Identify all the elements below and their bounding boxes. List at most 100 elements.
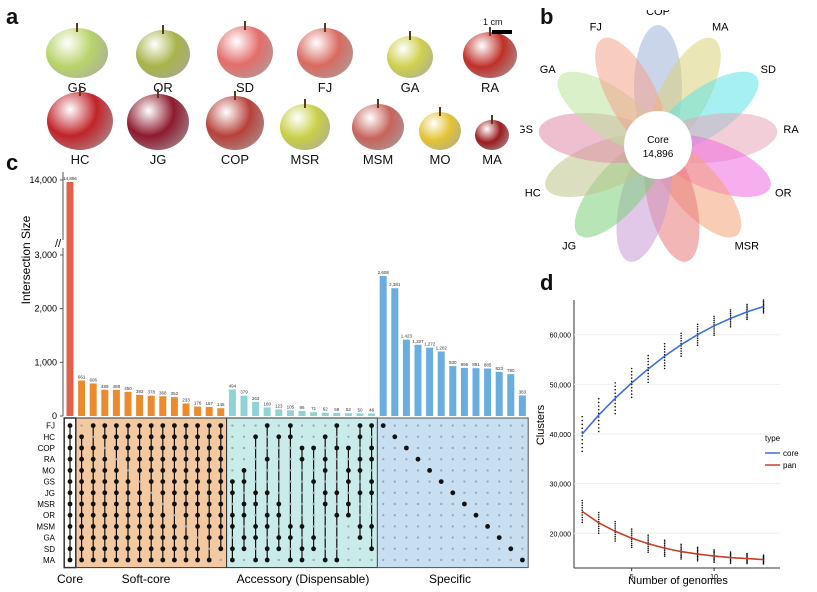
scale-bar <box>492 30 512 34</box>
matrix-dot-filled <box>346 479 351 484</box>
sample-point <box>729 322 732 324</box>
bar-value-label: 352 <box>171 391 179 396</box>
matrix-dot-empty <box>312 514 315 517</box>
sample-point <box>696 548 699 550</box>
sample-point <box>713 550 715 553</box>
matrix-dot-empty <box>509 480 512 483</box>
matrix-dot-empty <box>382 435 385 438</box>
matrix-dot-empty <box>428 502 431 506</box>
matrix-dot-empty <box>416 558 420 562</box>
apple-photo-mo <box>419 112 461 150</box>
matrix-dot-empty <box>474 491 478 494</box>
apple-label-sd: SD <box>235 80 255 95</box>
sample-point <box>762 302 765 304</box>
matrix-dot-filled <box>380 423 386 428</box>
matrix-dot-empty <box>312 491 315 494</box>
matrix-dot-filled <box>334 423 340 428</box>
matrix-dot-empty <box>509 536 512 539</box>
sample-point <box>581 446 584 449</box>
matrix-dot-filled <box>114 546 119 552</box>
matrix-dot-filled <box>67 468 73 473</box>
matrix-dot-empty <box>277 558 280 562</box>
matrix-dot-filled <box>264 512 270 518</box>
matrix-dot-filled <box>114 557 119 563</box>
sample-point <box>581 450 584 453</box>
matrix-dot-empty <box>416 502 420 506</box>
matrix-dot-empty <box>498 547 501 550</box>
matrix-dot-empty <box>521 502 524 506</box>
matrix-dot-filled <box>346 512 351 518</box>
sample-point <box>614 402 616 405</box>
matrix-dot-filled <box>206 524 212 529</box>
bar-a5 <box>275 409 283 416</box>
fit-line-core <box>581 305 764 435</box>
sample-point <box>614 535 616 538</box>
sample-point <box>680 556 682 559</box>
matrix-dot-filled <box>218 490 224 496</box>
matrix-dot-filled <box>218 524 224 529</box>
bar-a1 <box>228 389 236 416</box>
matrix-dot-filled <box>520 557 525 563</box>
bar-a8 <box>310 412 318 416</box>
bar-ma <box>518 395 526 416</box>
matrix-dot-filled <box>125 479 131 484</box>
matrix-dot-empty <box>440 547 443 550</box>
matrix-dot-empty <box>521 525 524 528</box>
bar-value-label: 176 <box>194 401 202 406</box>
matrix-dot-filled <box>253 557 258 563</box>
sample-point <box>663 351 666 353</box>
matrix-dot-filled <box>67 524 73 529</box>
matrix-dot-empty <box>463 480 466 483</box>
matrix-dot-empty <box>300 536 304 539</box>
sample-point <box>647 545 649 548</box>
matrix-dot-filled <box>90 445 96 451</box>
matrix-dot-filled <box>160 423 166 428</box>
matrix-dot-filled <box>79 479 84 484</box>
matrix-dot-empty <box>440 502 443 506</box>
matrix-dot-filled <box>218 434 224 440</box>
matrix-dot-empty <box>405 525 408 528</box>
sample-point <box>729 558 732 561</box>
sample-point <box>713 332 715 334</box>
matrix-dot-empty <box>335 435 338 438</box>
matrix-dot-filled <box>137 490 143 496</box>
matrix-dot-empty <box>335 469 338 472</box>
matrix-dot-filled <box>148 479 154 484</box>
apple-stem <box>409 31 411 40</box>
sample-point <box>614 409 616 412</box>
apple-photo-msm <box>352 104 404 150</box>
matrix-dot-empty <box>254 469 257 472</box>
y-tick-label: 50,000 <box>550 382 572 389</box>
matrix-dot-empty <box>521 480 524 483</box>
matrix-dot-filled <box>427 468 432 473</box>
matrix-dot-filled <box>79 524 84 529</box>
sample-point <box>647 375 649 378</box>
matrix-dot-filled <box>369 546 374 552</box>
sample-point <box>696 330 699 333</box>
bar-s4 <box>112 389 120 416</box>
matrix-dot-empty <box>370 469 373 472</box>
matrix-dot-empty <box>324 424 327 427</box>
sample-point <box>647 360 649 363</box>
matrix-dot-empty <box>440 514 443 517</box>
sample-point <box>713 319 715 322</box>
y-tick-label: 2,000 <box>34 304 57 314</box>
matrix-dot-filled <box>241 546 247 552</box>
matrix-dot-empty <box>254 480 257 483</box>
matrix-dot-empty <box>428 491 431 494</box>
bar-s2 <box>89 383 97 416</box>
sample-point <box>630 377 633 379</box>
matrix-dot-empty <box>474 446 478 450</box>
set-label-fj: FJ <box>46 422 55 431</box>
bar-s11 <box>194 406 202 416</box>
matrix-dot-filled <box>137 501 143 507</box>
matrix-dot-empty <box>254 547 257 550</box>
matrix-dot-empty <box>474 424 478 427</box>
matrix-dot-filled <box>322 501 328 507</box>
matrix-dot-filled <box>102 456 108 462</box>
matrix-dot-empty <box>405 514 408 517</box>
sample-point <box>696 323 699 326</box>
bar-value-label: 930 <box>449 360 457 365</box>
matrix-dot-filled <box>67 557 73 563</box>
matrix-dot-empty <box>521 435 524 438</box>
